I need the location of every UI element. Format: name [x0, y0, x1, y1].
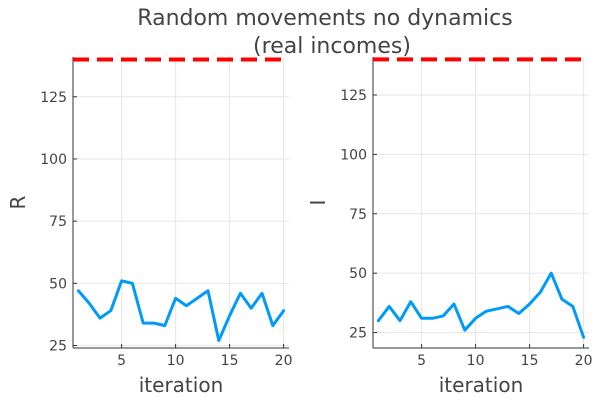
x-tick-label: 20 [275, 353, 293, 369]
chart-title-line-1: Random movements no dynamics [137, 6, 512, 31]
subplots: 5 10 15 20 25 50 75 100 125 iteration R 5 10 15 20 25 50… [6, 57, 593, 397]
x-tick-label: 10 [467, 353, 485, 369]
y-tick-label: 25 [349, 326, 367, 342]
x-tick-label: 5 [417, 353, 426, 369]
x-tick-label: 10 [167, 353, 185, 369]
y-tick-label: 50 [349, 266, 367, 282]
series-line-1 [76, 279, 286, 343]
subplot-2: 5 10 15 20 25 50 75 100 125 iteration I [306, 57, 593, 397]
x-tick-label: 15 [521, 353, 539, 369]
y-tick-label: 50 [49, 276, 67, 292]
subplot-1: 5 10 15 20 25 50 75 100 125 iteration R [6, 57, 293, 397]
y-tick-label: 75 [49, 214, 67, 230]
y-tick-label: 75 [349, 207, 367, 223]
x-tick-label: 5 [117, 353, 126, 369]
x-tick-label: 15 [221, 353, 239, 369]
y-tick-label: 125 [340, 88, 367, 104]
y-axis-label: I [306, 200, 330, 206]
x-tick-label: 20 [575, 353, 593, 369]
y-axis-label: R [6, 195, 30, 209]
chart-title-line-2: (real incomes) [253, 34, 411, 59]
x-axis-label: iteration [139, 373, 224, 397]
y-tick-label: 100 [340, 147, 367, 163]
y-tick-label: 100 [40, 152, 67, 168]
y-tick-label: 25 [49, 339, 67, 355]
y-tick-label: 125 [40, 90, 67, 106]
series-line-1 [376, 271, 586, 339]
x-axis-label: iteration [439, 373, 524, 397]
